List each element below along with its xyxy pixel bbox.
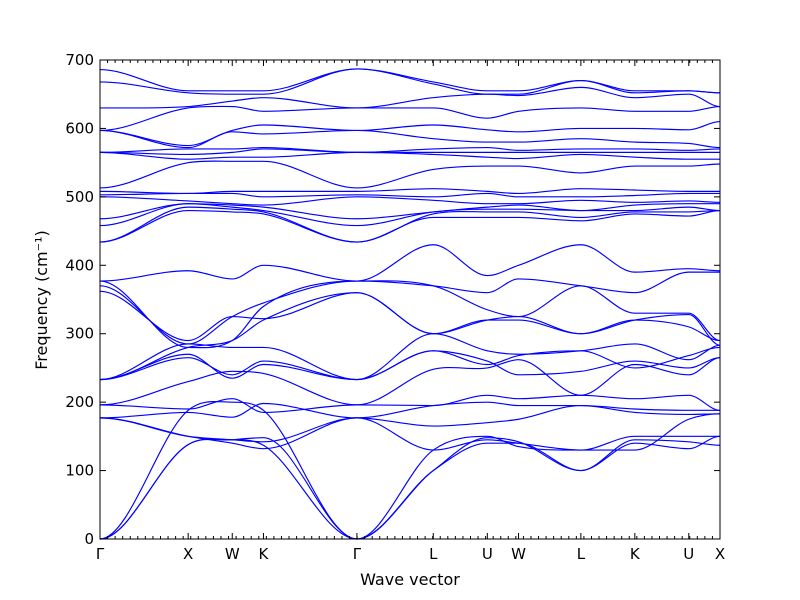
band-line-23: [99, 188, 720, 195]
band-line-8: [99, 357, 721, 406]
band-line-2: [99, 435, 721, 540]
band-line-24: [99, 160, 721, 189]
band-line-15: [99, 271, 720, 349]
band-line-33: [99, 68, 721, 94]
band-line-18: [99, 206, 721, 243]
band-line-16: [99, 244, 721, 282]
x-tick-label: U: [683, 545, 694, 563]
x-tick-label: L: [429, 545, 438, 563]
band-line-10: [99, 346, 721, 381]
x-tick-label: K: [259, 545, 270, 563]
band-line-27: [99, 147, 721, 153]
x-tick-label: Γ: [353, 545, 362, 563]
band-line-17: [99, 209, 721, 243]
axis-ticks: [99, 59, 721, 540]
band-line-22: [99, 192, 720, 198]
band-line-3: [99, 400, 720, 540]
band-line-31: [99, 86, 721, 109]
x-tick-label: X: [715, 545, 725, 563]
y-tick-label: 0: [84, 530, 94, 548]
band-line-7: [99, 394, 721, 413]
x-axis-label: Wave vector: [360, 570, 460, 589]
x-tick-label: Γ: [96, 545, 105, 563]
y-axis-label: Frequency (cm⁻¹): [32, 230, 51, 369]
plot-frame: [99, 59, 721, 540]
band-line-5: [99, 404, 721, 443]
y-tick-label: 700: [65, 51, 94, 69]
band-line-6: [99, 401, 720, 419]
y-tick-label: 400: [65, 256, 94, 274]
band-line-9: [99, 350, 721, 381]
band-line-26: [99, 148, 720, 156]
y-tick-label: 100: [65, 462, 94, 480]
band-line-4: [99, 413, 721, 451]
band-line-25: [99, 151, 720, 160]
band-line-32: [99, 68, 721, 95]
band-line-21: [99, 196, 721, 206]
band-line-14: [99, 280, 721, 345]
y-tick-label: 500: [65, 188, 94, 206]
y-tick-label: 600: [65, 119, 94, 137]
band-line-20: [99, 203, 720, 220]
band-line-30: [99, 105, 721, 132]
band-line-29: [99, 121, 721, 147]
y-tick-label: 300: [65, 325, 94, 343]
x-tick-label: W: [225, 545, 240, 563]
band-lines: [99, 68, 721, 540]
x-tick-label: L: [577, 545, 586, 563]
x-tick-label: U: [482, 545, 493, 563]
band-line-13: [99, 290, 721, 342]
x-tick-label: X: [183, 545, 193, 563]
x-tick-label: K: [630, 545, 641, 563]
band-line-1: [99, 437, 721, 540]
y-tick-label: 200: [65, 393, 94, 411]
x-tick-label: W: [511, 545, 526, 563]
